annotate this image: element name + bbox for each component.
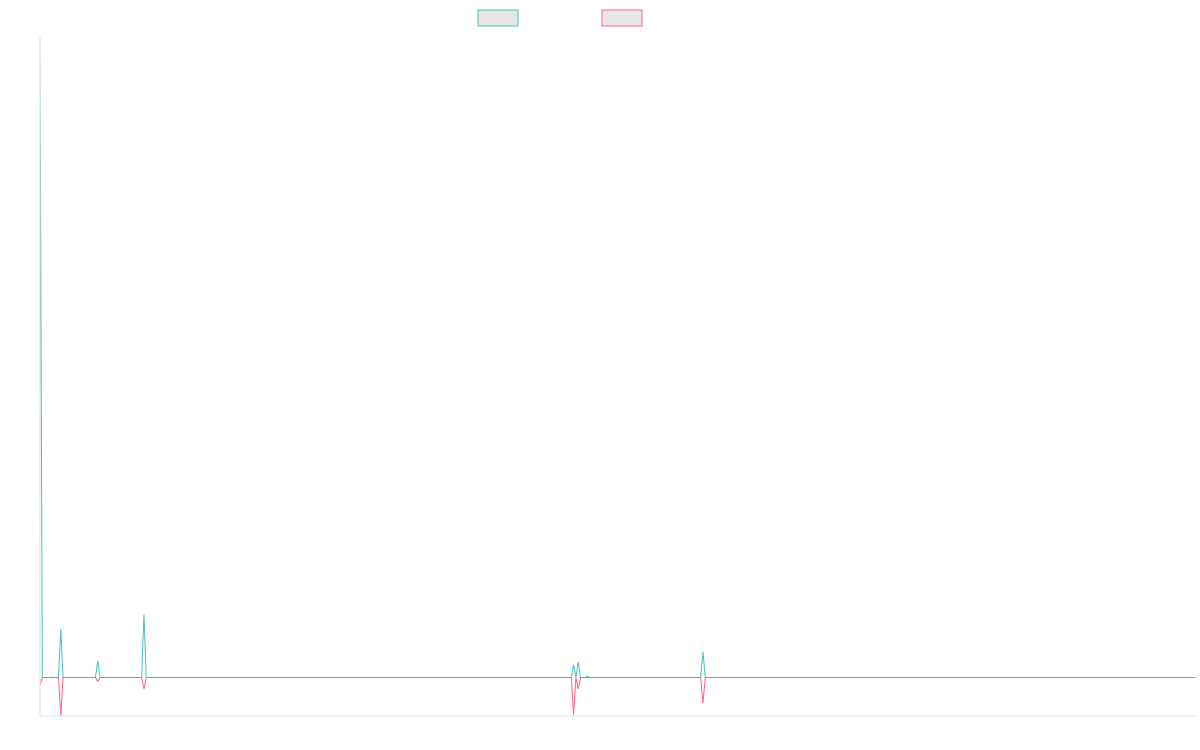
legend: [477, 9, 643, 27]
series-2-line: [39, 677, 1195, 717]
plot-area: [39, 42, 1195, 717]
legend-swatch-2[interactable]: [601, 9, 643, 27]
legend-swatch-1[interactable]: [477, 9, 519, 27]
axes: [39, 36, 1195, 717]
series-1-line: [39, 42, 1195, 679]
